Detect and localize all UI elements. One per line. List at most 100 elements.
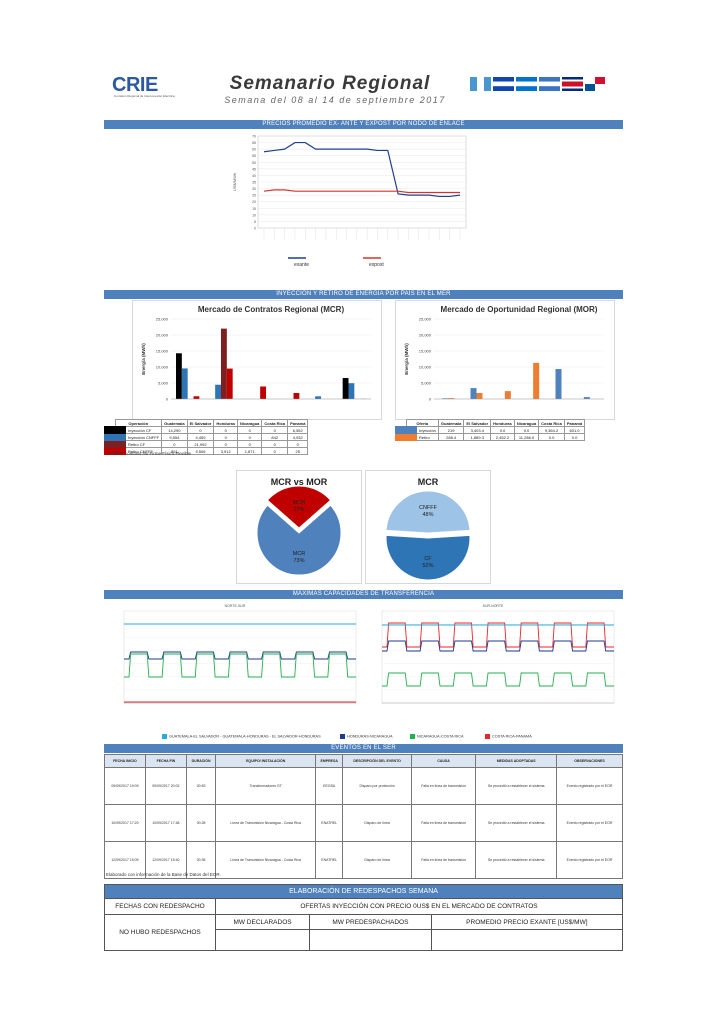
- events-cell: Se procedió a restablecer el sistema: [475, 804, 557, 842]
- table-cell: 21,992: [186, 440, 215, 448]
- table-cell: 0: [287, 440, 309, 448]
- bar-4-1: [315, 396, 321, 399]
- y-tick-label: 0: [254, 227, 256, 231]
- table-header-cell: Nicaragua: [237, 419, 263, 427]
- section-injection-header: INYECCIÓN Y RETIRO DE ENERGÍA POR PAÍS E…: [104, 290, 623, 299]
- bar-3-3: [293, 393, 300, 399]
- table-cell: 0: [186, 426, 215, 434]
- table-cell: 0: [237, 433, 263, 441]
- pie-label-name: CNFFF: [419, 505, 438, 511]
- redispatch-table: ELABORACIÓN DE REDESPACHOS SEMANA FECHAS…: [104, 884, 624, 951]
- bar-0-1: [448, 398, 455, 399]
- avg-price-value: [430, 929, 624, 951]
- pie-title: MCR vs MOR: [271, 477, 328, 487]
- y-tick-label: 65: [252, 141, 256, 145]
- pie-label-value: 27%: [293, 507, 304, 513]
- bar-0-3: [193, 396, 200, 399]
- legend-label: COSTA RICA-PANAMÁ: [492, 734, 532, 739]
- events-header-cell: EMPRESA: [314, 754, 344, 768]
- y-axis-label: Energía (MWh): [404, 343, 409, 375]
- capacity-line: [382, 672, 614, 687]
- flag-panama-icon: [585, 77, 605, 91]
- table-row: Retiro CF 0 21,992 0 0 0 0: [104, 440, 309, 448]
- table-header-cell: Honduras: [490, 419, 515, 427]
- capacity-right-svg: SUR-NORTE: [381, 604, 615, 704]
- events-header-cell: FECHA INICIO: [104, 754, 146, 768]
- events-cell: 09/09/2017 20:02: [144, 767, 187, 805]
- table-row: Retiro 288.4 1,889.3 2,452.2 11,286.0 0.0 0.0: [394, 433, 586, 441]
- table-row: Inyección CNFFF 9,554 4,459 0 0 842 4,932: [104, 433, 309, 441]
- y-tick-label: 10,000: [419, 365, 432, 370]
- page-subtitle: Semana del 08 al 14 de septiembre 2017: [224, 95, 446, 105]
- table-cell: 288.4: [437, 433, 465, 441]
- pie-slice-MCR: [256, 504, 342, 576]
- bar-0-1: [181, 368, 188, 399]
- bar-5-1: [348, 383, 355, 399]
- bar-0-0: [442, 398, 449, 399]
- table-header-cell: El Salvador: [186, 419, 215, 427]
- pie-label-name: MCR: [293, 551, 306, 557]
- y-tick-label: 25,000: [419, 317, 432, 322]
- y-tick-label: 0: [166, 397, 169, 402]
- mcr-panel: Mercado de Contratos Regional (MCR) 0 5,00…: [132, 300, 382, 420]
- capacity-line: [382, 640, 614, 652]
- table-cell: 25: [287, 447, 309, 455]
- y-tick-label: 5,000: [158, 381, 169, 386]
- country-flags: [470, 76, 605, 94]
- legend-item-2: HONDURAS-NICARAGUA: [340, 734, 393, 739]
- pie-label-name: CF: [424, 556, 432, 562]
- y-axis-label: US$/MWh: [232, 173, 237, 191]
- table-cell: 0: [261, 426, 289, 434]
- events-cell: 10/09/2017 17:48: [144, 804, 187, 842]
- events-cell: Línea de Transmisión Nicaragua - Costa R…: [215, 804, 316, 842]
- flag-guatemala-icon: [470, 77, 491, 91]
- events-cell: ENATREL: [314, 841, 344, 879]
- events-cell: Disparo de línea: [342, 804, 412, 842]
- events-cell: Línea de Transmisión Nicaragua - Costa R…: [215, 841, 316, 879]
- table-cell: 601.0: [563, 426, 586, 434]
- events-cell: Falla en línea de transmisión: [410, 841, 477, 879]
- y-tick-label: 20,000: [419, 333, 432, 338]
- table-cell: 851: [161, 447, 188, 455]
- table-row: Inyección CF 14,290 0 0 0 0 6,552: [104, 426, 309, 434]
- section-prices-header: PRECIOS PROMEDIO EX- ANTE Y EXPOST POR N…: [104, 120, 623, 129]
- table-header-cell: Panamá: [287, 419, 309, 427]
- capacity-chart-title: SUR-NORTE: [483, 604, 504, 608]
- events-table: FECHA INICIO FECHA FIN DURACIÓN EQUIPO/ INS…: [104, 754, 623, 879]
- legend-label-exante: exante: [294, 262, 309, 268]
- pie-panel-mcr: MCR CNFFF 48% CF 52%: [365, 470, 491, 584]
- y-tick-label: 70: [252, 135, 256, 139]
- capacity-chart-right: SUR-NORTE: [366, 601, 621, 719]
- pie-slice-CF: [385, 534, 471, 581]
- bar-4-0: [555, 369, 562, 399]
- events-cell: Disparo por protección: [342, 767, 412, 805]
- table-cell: Retiro: [394, 433, 439, 441]
- flag-costa-rica-icon: [562, 77, 583, 91]
- legend-swatch-icon: [410, 734, 415, 739]
- mw-predispatched-header: MW PREDESPACHADOS: [309, 914, 432, 930]
- y-tick-label: 0: [429, 397, 432, 402]
- flag-honduras-icon: [516, 77, 537, 91]
- y-tick-label: 5,000: [421, 381, 432, 386]
- events-cell: 00:28: [185, 804, 217, 842]
- table-cell: 6,552: [287, 426, 309, 434]
- avg-price-header: PROMEDIO PRECIO EXANTE [US$/MW]: [430, 914, 624, 930]
- y-tick-label: 20: [252, 200, 256, 204]
- events-cell: EEGSA: [314, 767, 344, 805]
- events-cell: Evento registrado por el EOR: [556, 841, 623, 879]
- table-cell: 3,403.4: [463, 426, 492, 434]
- table-row: Inyección 219 3,403.4 0.0 0.0 9,364.2 601.0: [394, 426, 586, 434]
- y-tick-label: 15,000: [419, 349, 432, 354]
- logo-subtext: Comisión Regional de Interconexión Eléct…: [114, 94, 175, 98]
- table-cell: 4,459: [186, 433, 215, 441]
- bar-0-0: [176, 353, 182, 399]
- table-header-cell: Oferta: [405, 419, 439, 427]
- chart-title: Mercado de Contratos Regional (MCR): [198, 305, 345, 314]
- mcr-table: Operación Guatemala El Salvador Honduras Nic…: [104, 419, 309, 455]
- bar-5-0: [583, 397, 590, 399]
- mw-predispatched-value: [309, 929, 432, 951]
- table-cell: 0: [237, 426, 263, 434]
- table-row: 09/09/2017 19:09 09/09/2017 20:02 00:53 Tra…: [104, 767, 623, 805]
